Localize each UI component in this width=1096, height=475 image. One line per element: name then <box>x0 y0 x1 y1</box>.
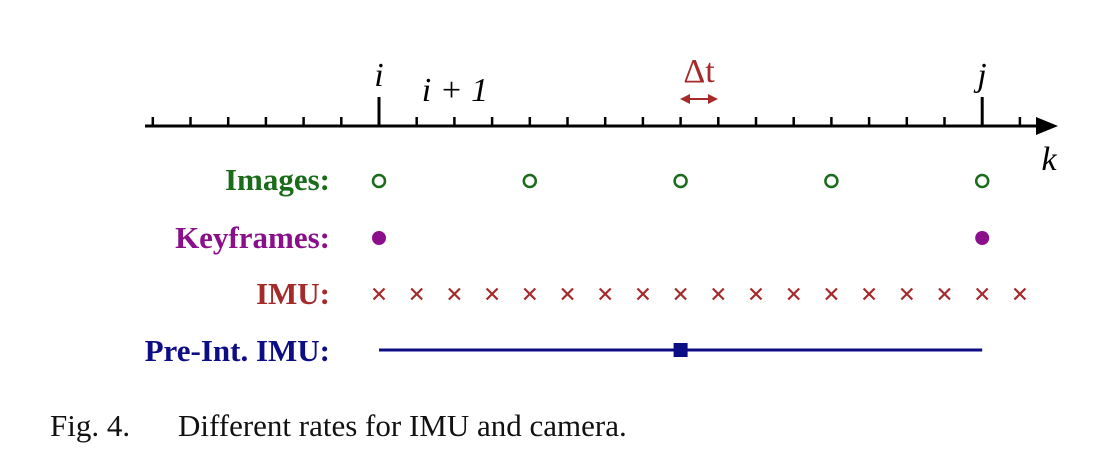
figure-caption-text: Different rates for IMU and camera. <box>178 408 627 443</box>
imu-marker <box>448 287 461 301</box>
imu-marker-stroke <box>372 287 386 301</box>
axis-variable-label: k <box>1041 141 1057 178</box>
imu-marker-stroke <box>636 287 650 301</box>
imu-marker <box>598 287 612 301</box>
delta-t-arrow-right <box>708 94 718 104</box>
keyframe-marker <box>975 231 990 245</box>
imu-marker <box>523 287 537 301</box>
axis-arrowhead <box>1036 117 1058 135</box>
imu-marker-stroke <box>825 287 838 301</box>
tick-label-j: j <box>973 57 986 94</box>
tick-label-i-plus-1: i + 1 <box>422 72 488 109</box>
image-marker <box>522 173 538 189</box>
row-label-imu: IMU: <box>256 276 330 311</box>
imu-marker-stroke <box>862 287 876 301</box>
imu-marker-stroke <box>787 287 800 301</box>
preint-imu-markers <box>379 343 983 357</box>
imu-marker <box>1013 287 1027 301</box>
imu-marker <box>712 287 725 301</box>
imu-marker-stroke <box>485 287 499 301</box>
imu-marker-stroke <box>749 287 763 301</box>
imu-marker <box>825 287 838 301</box>
imu-marker-stroke <box>1013 287 1027 301</box>
imu-marker-stroke <box>712 287 725 301</box>
figure-caption: Fig. 4. Different rates for IMU and camer… <box>50 408 627 444</box>
image-marker <box>824 173 839 189</box>
imu-marker-stroke <box>410 287 423 301</box>
keyframe-marker <box>372 231 386 245</box>
preint-imu-square <box>673 343 688 357</box>
imu-marker-stroke <box>938 287 951 301</box>
imu-marker <box>862 287 876 301</box>
imu-marker <box>938 287 951 301</box>
imu-markers <box>372 287 1027 301</box>
imu-marker <box>410 287 423 301</box>
imu-marker <box>749 287 763 301</box>
imu-marker-stroke <box>900 287 914 301</box>
timeline-axis <box>145 97 1058 135</box>
tick-label-i: i <box>374 57 383 94</box>
image-marker <box>371 173 387 189</box>
keyframe-markers <box>372 231 990 245</box>
image-marker <box>974 173 990 189</box>
imu-marker <box>975 287 989 301</box>
imu-marker <box>636 287 650 301</box>
imu-marker-stroke <box>674 287 687 301</box>
delta-t-arrow-left <box>680 94 690 104</box>
figure-number: Fig. 4. <box>50 408 131 443</box>
imu-marker <box>787 287 800 301</box>
row-label-preint-imu: Pre-Int. IMU: <box>145 333 330 368</box>
row-label-images: Images: <box>225 162 330 197</box>
imu-marker <box>485 287 499 301</box>
imu-marker <box>372 287 386 301</box>
imu-marker <box>561 287 574 301</box>
imu-marker-stroke <box>561 287 574 301</box>
imu-marker <box>900 287 914 301</box>
imu-marker-stroke <box>598 287 612 301</box>
delta-t-annotation: Δt <box>680 53 718 104</box>
images-markers <box>371 173 990 189</box>
image-marker <box>673 173 688 189</box>
imu-marker-stroke <box>523 287 537 301</box>
imu-marker <box>674 287 687 301</box>
axis-ticks <box>151 97 1022 126</box>
imu-marker-stroke <box>448 287 461 301</box>
delta-t-label: Δt <box>683 53 715 90</box>
imu-marker-stroke <box>975 287 989 301</box>
rates-diagram: i i + 1 j k Δt Images: Keyframes: IMU: P… <box>145 53 1058 368</box>
row-label-keyframes: Keyframes: <box>175 220 330 255</box>
